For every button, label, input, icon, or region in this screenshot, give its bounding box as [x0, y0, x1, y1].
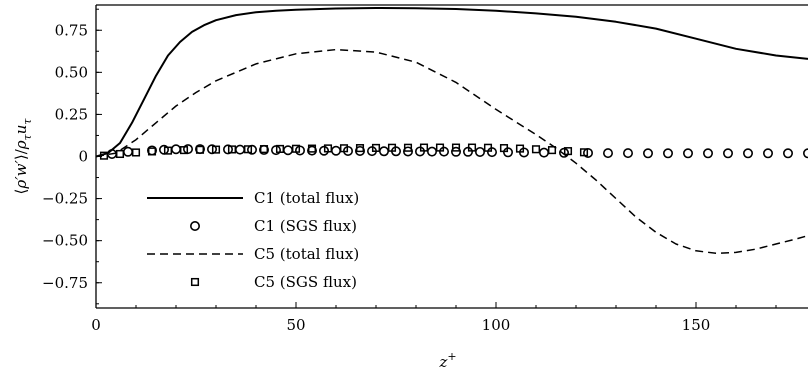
circle-marker	[450, 146, 461, 157]
y-tick-label: 0.25	[55, 105, 88, 123]
circle-marker	[622, 148, 633, 159]
x-tick-label: 100	[482, 316, 511, 334]
x-tick-label: 150	[682, 316, 711, 334]
square-marker	[275, 144, 285, 153]
y-tick-label: −0.25	[42, 190, 88, 208]
legend-label: C5 (SGS flux)	[254, 273, 357, 291]
square-marker	[339, 144, 349, 153]
circle-marker	[762, 148, 773, 159]
square-marker	[259, 145, 269, 154]
legend-label: C5 (total flux)	[254, 245, 359, 263]
circle-marker	[330, 145, 341, 156]
square-marker	[291, 144, 301, 153]
square-marker	[499, 144, 509, 153]
x-tick-label: 50	[286, 316, 305, 334]
circle-marker	[123, 146, 134, 157]
y-axis-label: ⟨ρ′w′⟩/ρτuτ	[12, 118, 34, 195]
square-marker	[115, 149, 125, 159]
legend-label: C1 (total flux)	[254, 189, 359, 207]
square-marker	[211, 145, 221, 154]
axes-layer: 0.75 0.50 0.25 0 −0.25 −0.50 −0.75 0 50 100 150 z+ ⟨…	[12, 4, 808, 371]
square-marker	[371, 143, 381, 152]
series-line-c1-total-flux	[96, 7, 808, 158]
legend: C1 (total flux) C1 (SGS flux) C5 (total fl…	[147, 189, 359, 291]
circle-marker	[682, 148, 693, 159]
circle-marker	[642, 148, 653, 159]
circle-marker	[426, 146, 437, 157]
legend-swatch-circle	[190, 221, 201, 232]
square-marker	[99, 151, 109, 160]
circle-marker	[662, 148, 673, 159]
square-marker	[195, 145, 205, 154]
circle-marker	[702, 148, 713, 159]
square-marker	[531, 145, 541, 154]
square-marker	[387, 143, 397, 152]
square-marker	[419, 143, 429, 152]
square-marker	[467, 143, 477, 152]
circle-marker	[402, 146, 413, 157]
square-marker	[131, 148, 141, 157]
square-marker	[515, 144, 525, 153]
circle-marker	[782, 148, 793, 159]
square-marker	[307, 144, 317, 153]
y-tick-label: −0.75	[42, 274, 88, 292]
square-marker	[579, 148, 589, 157]
plot-series-layer	[96, 7, 808, 255]
square-marker	[179, 146, 189, 155]
circle-marker	[282, 145, 293, 156]
square-marker	[163, 146, 173, 155]
square-marker	[483, 143, 493, 152]
square-marker	[435, 143, 445, 152]
circle-marker	[378, 146, 389, 157]
circle-marker	[306, 145, 317, 156]
circle-marker	[722, 148, 733, 159]
square-marker	[403, 143, 413, 152]
y-tick-label: 0.75	[55, 21, 88, 39]
square-marker	[323, 144, 333, 153]
series-line-c5-total-flux	[96, 48, 808, 255]
legend-label: C1 (SGS flux)	[254, 217, 357, 235]
square-marker	[243, 145, 253, 154]
square-marker	[451, 143, 461, 152]
circle-marker	[223, 144, 234, 155]
square-marker	[563, 147, 573, 156]
circle-marker	[171, 144, 182, 155]
y-tick-label: −0.50	[42, 232, 88, 250]
circle-marker	[602, 148, 613, 159]
circle-marker	[803, 148, 808, 159]
y-tick-label: 0.50	[55, 63, 88, 81]
circle-marker	[474, 146, 485, 157]
x-tick-label: 0	[91, 316, 101, 334]
square-marker	[227, 145, 237, 154]
circle-marker	[354, 145, 365, 156]
legend-swatch-square	[190, 277, 200, 287]
square-marker	[547, 146, 557, 155]
circle-marker	[235, 144, 246, 155]
circle-marker	[742, 148, 753, 159]
square-marker	[355, 144, 365, 153]
circle-marker	[538, 147, 549, 158]
y-tick-label: 0	[78, 148, 88, 166]
x-axis-label: z+	[438, 350, 456, 371]
square-marker	[147, 147, 157, 156]
